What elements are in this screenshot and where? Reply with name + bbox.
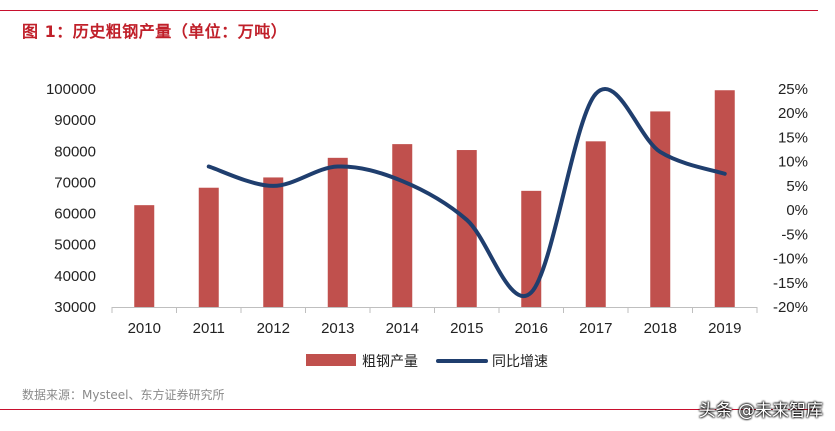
y-left-tick-label: 60000 bbox=[54, 206, 96, 223]
y-right-tick-label: 5% bbox=[786, 178, 808, 195]
legend-label-line: 同比增速 bbox=[492, 354, 548, 370]
x-tick-label: 2012 bbox=[257, 320, 290, 337]
y-right-tick-label: -15% bbox=[773, 275, 808, 292]
x-tick-label: 2017 bbox=[579, 320, 612, 337]
x-tick-label: 2015 bbox=[450, 320, 483, 337]
legend-swatch-bar bbox=[306, 354, 356, 366]
x-tick-label: 2019 bbox=[708, 320, 741, 337]
y-right-tick-label: -5% bbox=[781, 226, 808, 243]
y-left-tick-label: 90000 bbox=[54, 112, 96, 129]
bottom-rule bbox=[0, 409, 818, 410]
y-left-tick-label: 100000 bbox=[46, 81, 96, 98]
x-tick-label: 2016 bbox=[515, 320, 548, 337]
y-left-tick-label: 40000 bbox=[54, 268, 96, 285]
x-tick-label: 2010 bbox=[128, 320, 161, 337]
y-left-tick-label: 80000 bbox=[54, 143, 96, 160]
bar-2017 bbox=[585, 141, 606, 307]
x-tick-label: 2011 bbox=[193, 320, 225, 337]
watermark: 头条 @未来智库 bbox=[698, 401, 823, 421]
bar-2012 bbox=[263, 177, 284, 307]
y-left-tick-label: 50000 bbox=[54, 237, 96, 254]
y-right-tick-label: 15% bbox=[778, 129, 808, 146]
bar-2015 bbox=[456, 150, 477, 307]
y-left-tick-label: 30000 bbox=[54, 299, 96, 316]
y-right-tick-label: 25% bbox=[778, 81, 808, 98]
y-right-tick-label: 20% bbox=[778, 105, 808, 122]
y-right-tick-label: 0% bbox=[786, 202, 808, 219]
bar-2018 bbox=[650, 111, 671, 308]
top-rule bbox=[0, 10, 818, 11]
y-right-tick-label: -10% bbox=[773, 251, 808, 268]
bar-2019 bbox=[714, 90, 735, 307]
bar-2016 bbox=[521, 190, 542, 307]
bar-2014 bbox=[392, 144, 413, 307]
series-line-growth bbox=[206, 87, 727, 298]
x-tick-label: 2013 bbox=[321, 320, 354, 337]
x-tick-label: 2014 bbox=[386, 320, 419, 337]
y-right-tick-label: -20% bbox=[773, 299, 808, 316]
bar-2013 bbox=[327, 157, 348, 307]
y-right-tick-label: 10% bbox=[778, 154, 808, 171]
legend-label-bar: 粗钢产量 bbox=[362, 354, 418, 370]
page-title: 图 1：历史粗钢产量（单位：万吨） bbox=[22, 22, 288, 41]
source-note: 数据来源：Mysteel、东方证券研究所 bbox=[22, 388, 225, 402]
bar-2011 bbox=[198, 187, 219, 307]
bar-2010 bbox=[134, 205, 155, 307]
y-left-tick-label: 70000 bbox=[54, 174, 96, 191]
x-tick-label: 2018 bbox=[644, 320, 677, 337]
